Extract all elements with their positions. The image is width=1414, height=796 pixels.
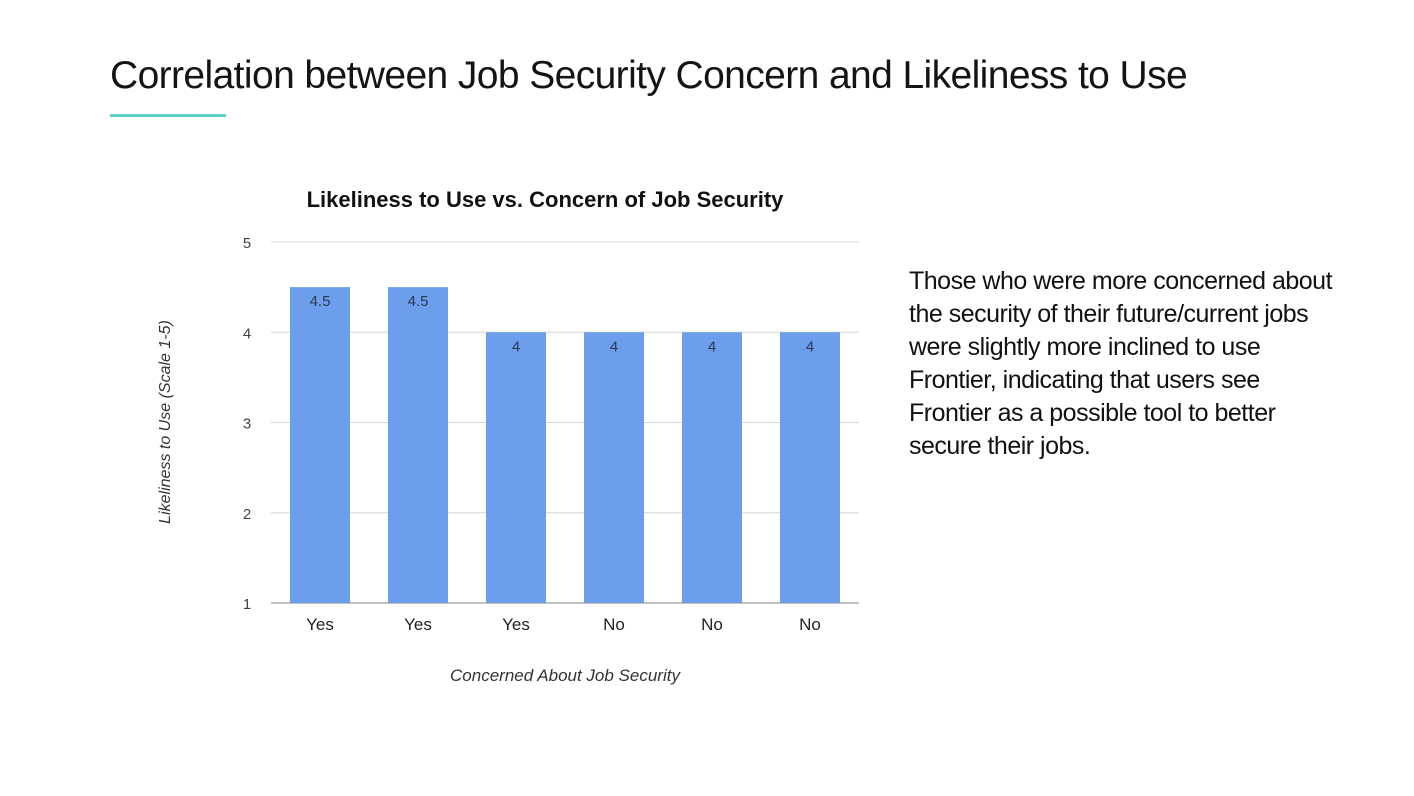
data-labels: 4.5 4.5 4 4 4 4 xyxy=(310,293,815,355)
bars xyxy=(290,287,840,603)
data-label: 4 xyxy=(806,338,814,355)
x-tick-label: Yes xyxy=(502,615,530,634)
data-label: 4 xyxy=(610,338,618,355)
bar-2 xyxy=(388,287,448,603)
y-tick-label: 4 xyxy=(243,325,251,342)
chart-container: Likeliness to Use vs. Concern of Job Sec… xyxy=(157,187,859,685)
bar-4 xyxy=(584,332,644,603)
bar-6 xyxy=(780,332,840,603)
y-tick-label: 3 xyxy=(243,416,251,433)
y-axis-label: Likeliness to Use (Scale 1-5) xyxy=(157,320,174,524)
x-tick-label: No xyxy=(799,615,821,634)
bar-1 xyxy=(290,287,350,603)
x-tick-label: No xyxy=(603,615,625,634)
x-tick-labels: Yes Yes Yes No No No xyxy=(306,615,821,634)
data-label: 4.5 xyxy=(408,293,429,310)
data-label: 4 xyxy=(512,338,520,355)
y-tick-label: 1 xyxy=(243,596,251,613)
slide-title: Correlation between Job Security Concern… xyxy=(110,54,1188,97)
x-tick-label: Yes xyxy=(404,615,432,634)
y-tick-labels: 1 2 3 4 5 xyxy=(243,235,251,613)
x-tick-label: No xyxy=(701,615,723,634)
chart-title: Likeliness to Use vs. Concern of Job Sec… xyxy=(307,187,785,212)
bar-chart: Likeliness to Use vs. Concern of Job Sec… xyxy=(157,187,859,685)
data-label: 4.5 xyxy=(310,293,331,310)
y-tick-label: 2 xyxy=(243,506,251,523)
y-tick-label: 5 xyxy=(243,235,251,252)
bar-5 xyxy=(682,332,742,603)
x-tick-label: Yes xyxy=(306,615,334,634)
data-label: 4 xyxy=(708,338,716,355)
bar-3 xyxy=(486,332,546,603)
insight-text: Those who were more concerned about the … xyxy=(909,267,1333,460)
x-axis-label: Concerned About Job Security xyxy=(450,666,681,685)
title-underline xyxy=(110,114,226,117)
grid-lines xyxy=(271,241,859,604)
